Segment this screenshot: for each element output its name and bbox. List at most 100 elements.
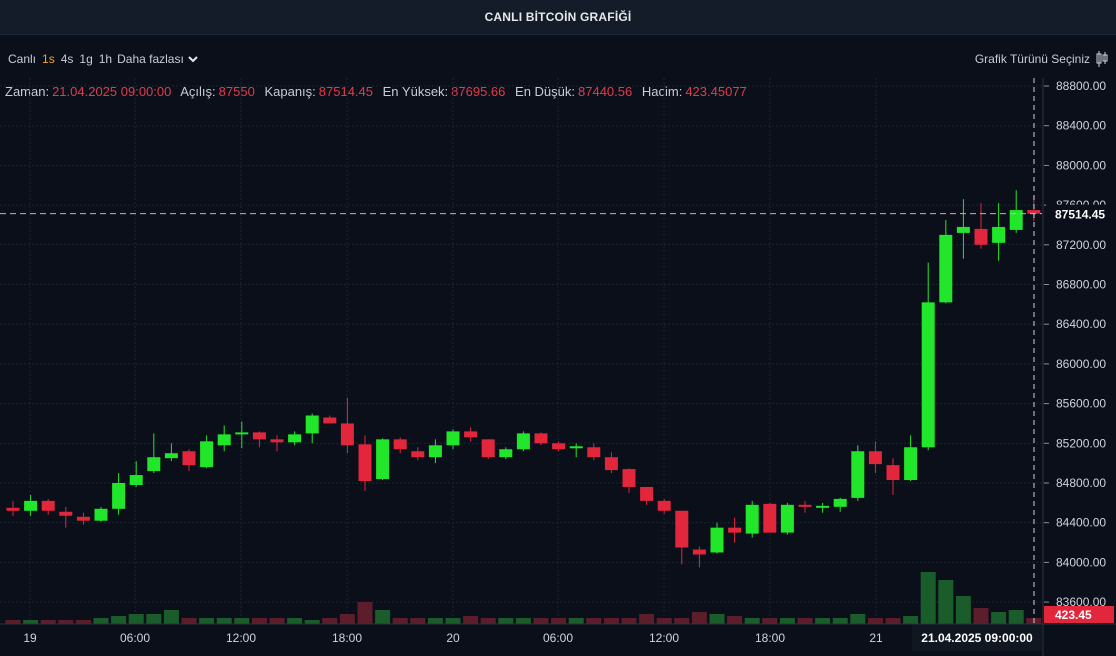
last-price-tag-bg	[1046, 204, 1116, 223]
volume-bar	[58, 620, 74, 624]
interval-1s-button[interactable]: 1s	[42, 52, 55, 66]
volume-bar	[568, 618, 584, 624]
candle-body	[569, 446, 583, 449]
candle-body	[992, 226, 1006, 243]
candle-body	[94, 508, 108, 521]
volume-bar	[832, 618, 848, 624]
candle-body	[956, 226, 970, 233]
volume-bar	[991, 612, 1007, 624]
candle-body	[129, 475, 143, 485]
candle-body	[446, 431, 460, 446]
candle-body	[305, 415, 319, 434]
volume-bar	[111, 616, 127, 624]
candle-body	[147, 457, 161, 472]
candle-body	[675, 510, 689, 548]
volume-bar	[410, 618, 426, 624]
volume-bar	[463, 616, 479, 624]
interval-1g-button[interactable]: 1g	[79, 52, 93, 66]
volume-bar	[674, 618, 690, 624]
candle-body	[182, 451, 196, 466]
candle-body	[763, 503, 777, 533]
chart-grid	[0, 78, 1042, 624]
more-intervals-dropdown[interactable]: Daha fazlası	[117, 52, 199, 66]
candle-body	[798, 504, 812, 507]
crosshair-time-bg	[912, 625, 1042, 651]
volume-bar	[639, 614, 655, 624]
time-axis[interactable]: 19 06:00 12:00 18:00 20 06:00 12:00 18:00 21 21.0…	[0, 623, 1116, 651]
time-tick-label: 06:00	[120, 631, 150, 645]
candle-body	[780, 504, 794, 533]
time-tick-label: 06:00	[543, 631, 573, 645]
price-tick-label: 84400.00	[1056, 516, 1106, 530]
time-label: Zaman:	[5, 84, 50, 99]
volume-bar	[40, 620, 56, 624]
volume-bar	[392, 618, 408, 624]
crosshair-time-label: 21.04.2025 09:00:00	[921, 631, 1033, 645]
volume-bar	[920, 572, 936, 624]
price-axis[interactable]: 88800.0088400.0088000.0087600.0087200.00…	[1042, 78, 1116, 656]
candle-body	[886, 465, 900, 481]
volume-bar	[1008, 610, 1024, 624]
volume-bar	[93, 618, 109, 624]
time-tick-label: 19	[23, 631, 37, 645]
time-tick-label: 18:00	[755, 631, 785, 645]
candles	[6, 190, 1041, 568]
candle-body	[323, 417, 337, 424]
volume-bar	[955, 596, 971, 624]
volume-bar	[551, 618, 567, 624]
interval-1h-button[interactable]: 1h	[98, 52, 113, 66]
price-tick-label: 87200.00	[1056, 238, 1106, 252]
candle-body	[833, 498, 847, 507]
candle-body	[692, 549, 706, 555]
candle-body	[112, 483, 126, 509]
candle-body	[340, 423, 354, 446]
volume-bars	[5, 572, 1042, 624]
volume-bar	[656, 618, 672, 624]
candle-body	[640, 486, 654, 501]
price-tick-label: 86800.00	[1056, 278, 1106, 292]
volume-bar	[973, 608, 989, 624]
volume-bar	[322, 618, 338, 624]
time-tick-label: 12:00	[226, 631, 256, 645]
volume-bar	[797, 618, 813, 624]
candle-body	[710, 527, 724, 553]
volume-tag-bg	[1044, 606, 1114, 623]
volume-bar	[586, 618, 602, 624]
volume-bar	[533, 618, 549, 624]
close-value: 87514.45	[318, 84, 374, 99]
candlestick-chart[interactable]: 88800.0088400.0088000.0087600.0087200.00…	[0, 78, 1116, 656]
last-price-tag-label: 87514.45	[1055, 208, 1105, 222]
volume-bar	[445, 618, 461, 624]
volume-tag-label: 423.45	[1055, 608, 1092, 622]
chart-type-selector[interactable]: Grafik Türünü Seçiniz	[975, 40, 1108, 78]
candle-body	[411, 451, 425, 458]
candle-body	[59, 511, 73, 516]
live-button[interactable]: Canlı	[8, 52, 37, 66]
candle-body	[499, 449, 513, 458]
more-intervals-label: Daha fazlası	[117, 52, 184, 66]
price-tick-label: 84800.00	[1056, 476, 1106, 490]
volume-bar	[75, 620, 91, 624]
candle-body	[868, 451, 882, 465]
candle-body	[41, 500, 55, 511]
candle-body	[534, 433, 548, 444]
price-tick-label: 85600.00	[1056, 397, 1106, 411]
time-tick-label: 20	[446, 631, 460, 645]
interval-bar: Canlı 1s 4s 1g 1h Daha fazlası	[5, 52, 199, 66]
ohlc-legend: Zaman: 21.04.2025 09:00:00 Açılış: 87550 K…	[5, 84, 753, 99]
candle-body	[516, 433, 530, 450]
volume-value: 423.45077	[685, 84, 747, 99]
time-tick-label: 21	[869, 631, 883, 645]
candle-body	[464, 431, 478, 438]
open-value: 87550	[218, 84, 255, 99]
volume-label: Hacim:	[641, 84, 683, 99]
candle-body	[164, 453, 178, 459]
crosshair-overlay	[0, 78, 1042, 624]
interval-4s-button[interactable]: 4s	[60, 52, 74, 66]
low-label: En Düşük:	[515, 84, 576, 99]
volume-bar	[515, 618, 531, 624]
volume-bar	[709, 614, 725, 624]
volume-bar	[304, 620, 320, 624]
volume-bar	[850, 614, 866, 624]
candle-body	[552, 443, 566, 450]
